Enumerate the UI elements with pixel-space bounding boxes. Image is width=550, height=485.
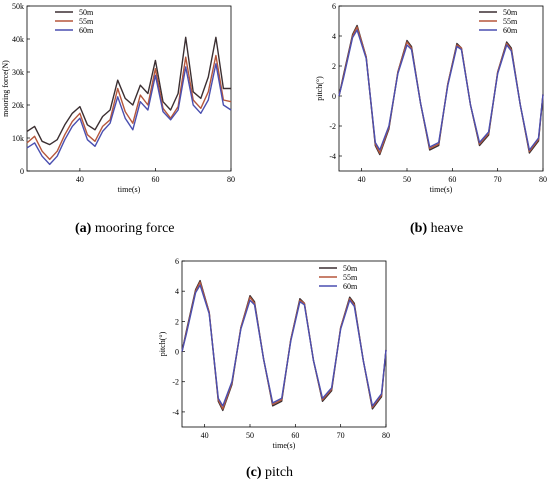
x-tick-label: 80 [382, 431, 390, 440]
legend-label-50m: 50m [343, 264, 358, 273]
chart-2: -4 -2 0 2 4 6 40 50 60 70 80 time(s) pitch(°) 50m55m6… [315, 2, 547, 236]
x-tick-label: 50 [403, 175, 411, 184]
legend-label-60m: 60m [79, 26, 94, 35]
caption-label: (c) [246, 465, 262, 480]
y-tick-label: 0 [20, 167, 24, 176]
x-tick-label: 60 [151, 175, 159, 184]
y-tick-label: 2 [175, 317, 179, 326]
x-tick-label: 40 [358, 175, 366, 184]
panel-caption: (b) heave [410, 221, 463, 236]
chart-1: 0 10k 20k 30k 40k 50k 40 60 80 time(s) mooring for… [1, 2, 235, 236]
legend-label-60m: 60m [343, 282, 358, 291]
caption-label: (a) [75, 221, 92, 236]
legend-label-50m: 50m [79, 8, 94, 17]
caption-label: (b) [410, 221, 427, 236]
x-tick-label: 40 [76, 175, 84, 184]
y-tick-label: 50k [12, 2, 24, 11]
y-tick-label: 4 [332, 32, 336, 41]
y-axis-label: pitch(°) [315, 76, 324, 101]
x-tick-label: 80 [227, 175, 235, 184]
x-tick-label: 60 [448, 175, 456, 184]
x-axis-label: time(s) [430, 185, 453, 194]
legend-label-55m: 55m [343, 273, 358, 282]
x-tick-label: 80 [539, 175, 547, 184]
y-axis-label: mooring force(N) [1, 60, 10, 117]
series-line-55m [26, 54, 232, 161]
series-line-50m [26, 36, 231, 146]
caption-text: heave [427, 221, 463, 236]
y-tick-label: -4 [172, 408, 179, 417]
x-tick-label: 50 [246, 431, 254, 440]
caption-text: mooring force [91, 221, 174, 236]
legend-label-50m: 50m [503, 8, 518, 17]
x-tick-label: 70 [337, 431, 345, 440]
y-tick-label: 0 [332, 92, 336, 101]
y-tick-label: 2 [332, 62, 336, 71]
x-tick-label: 40 [201, 431, 209, 440]
chart-3: -4 -2 0 2 4 6 40 50 60 70 80 time(s) pitch(°) 50m55m6… [158, 257, 390, 480]
y-tick-label: -2 [329, 122, 336, 131]
panel-caption: (a) mooring force [75, 221, 175, 236]
y-tick-label: -4 [329, 152, 336, 161]
y-tick-label: -2 [172, 378, 179, 387]
series-line-60m [338, 29, 544, 151]
y-tick-label: 40k [12, 35, 24, 44]
series-line-60m [26, 63, 232, 166]
x-tick-label: 60 [291, 431, 299, 440]
x-axis-label: time(s) [118, 185, 141, 194]
legend-label-55m: 55m [79, 17, 94, 26]
legend-label-60m: 60m [503, 26, 518, 35]
series-line-60m [181, 284, 387, 407]
y-tick-label: 10k [12, 134, 24, 143]
y-tick-label: 6 [332, 2, 336, 11]
panel-caption: (c) pitch [246, 465, 293, 480]
y-tick-label: 0 [175, 348, 179, 357]
caption-text: pitch [262, 465, 294, 480]
plot-frame [181, 260, 387, 428]
y-tick-label: 6 [175, 257, 179, 266]
legend-label-55m: 55m [503, 17, 518, 26]
y-axis-label: pitch(°) [158, 331, 167, 356]
x-tick-label: 70 [494, 175, 502, 184]
plot-frame [26, 5, 232, 172]
y-tick-label: 4 [175, 287, 179, 296]
x-axis-label: time(s) [273, 441, 296, 450]
plot-frame [338, 5, 544, 172]
y-tick-label: 20k [12, 101, 24, 110]
y-tick-label: 30k [12, 68, 24, 77]
